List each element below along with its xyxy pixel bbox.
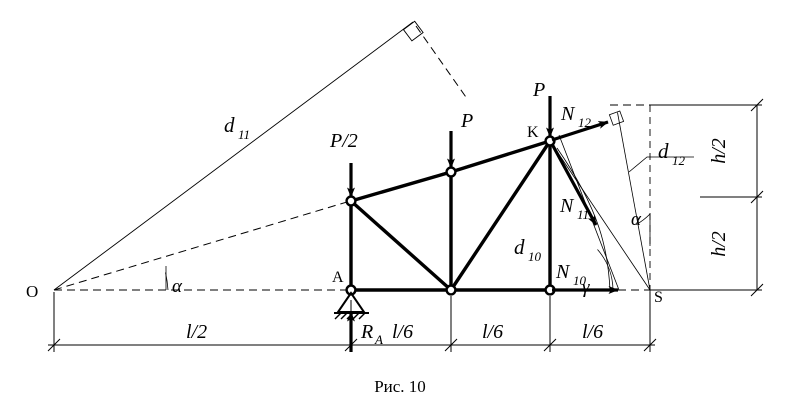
dim-bottom-2: l/6 [482, 321, 503, 343]
d11-ray [53, 21, 414, 291]
d10-base: d [514, 235, 525, 259]
label-force-N12: N 12 [560, 103, 592, 130]
dim-right-1: h/2 [708, 231, 730, 257]
label-distance-d12: d 12 [658, 139, 686, 168]
label-load-P-half: P/2 [329, 130, 358, 152]
d11-sub: 11 [238, 127, 250, 142]
reaction-sub: A [374, 332, 383, 347]
k-to-s-line [549, 140, 651, 291]
truss-members [349, 139, 552, 292]
label-alpha-right: α [631, 209, 642, 230]
d11-base: d [224, 113, 235, 137]
label-distance-d11: d 11 [224, 113, 250, 142]
joint-U1 [345, 195, 357, 207]
n11-guide-curve [556, 147, 611, 291]
label-A: A [332, 269, 344, 286]
force-arrows [347, 96, 619, 352]
n10-sub: 10 [573, 273, 587, 288]
text-labels: O A K S α α γ P/2 P P R A N 12 N 11 N [26, 79, 730, 347]
label-force-N11: N 11 [559, 195, 589, 222]
force-N11-arrow [550, 143, 598, 226]
alpha-arc-left [165, 272, 169, 291]
n12-sub: 12 [578, 115, 592, 130]
n11-sub: 11 [577, 207, 589, 222]
dashed-apex-down [415, 25, 469, 101]
d10-sub: 10 [528, 249, 542, 264]
top-chord-1 [349, 170, 453, 203]
dim-bottom-0: l/2 [186, 321, 207, 343]
top-chord-2 [449, 139, 552, 174]
n11-base: N [559, 195, 575, 217]
dim-bottom-1: l/6 [392, 321, 413, 343]
n10-base: N [555, 261, 571, 283]
force-N12-arrow [551, 120, 609, 142]
construction-lines [53, 20, 694, 292]
joint-U2 [445, 166, 457, 178]
right-angle-marker-d12 [608, 110, 625, 126]
d12-base: d [658, 139, 669, 163]
label-force-N10: N 10 [555, 261, 587, 288]
label-distance-d10: d 10 [514, 235, 542, 264]
label-reaction-RA: R A [360, 321, 383, 347]
d12-leader-bend [628, 156, 694, 173]
label-alpha-left: α [172, 276, 183, 297]
label-load-P-k: P [532, 79, 545, 101]
joint-B [445, 284, 457, 296]
dashed-lines [53, 25, 660, 291]
label-gamma: γ [582, 277, 590, 298]
label-O: O [26, 282, 38, 301]
label-S: S [654, 289, 663, 306]
dim-bottom-3: l/6 [582, 321, 603, 343]
d12-leader-line [617, 112, 651, 291]
diagonal-1 [349, 199, 453, 292]
dimension-ticks [47, 338, 657, 352]
dim-right-0: h/2 [708, 138, 730, 164]
diagonal-2 [449, 139, 552, 292]
d12-sub: 12 [672, 153, 686, 168]
right-dimension-ticks [750, 98, 764, 297]
right-angle-marker-apex [402, 20, 424, 42]
dimension-lines [47, 98, 764, 352]
label-load-P-mid: P [460, 110, 473, 132]
reaction-base: R [360, 321, 373, 343]
label-K: K [527, 124, 539, 141]
n12-base: N [560, 103, 576, 125]
figure-caption: Рис. 10 [374, 377, 426, 396]
